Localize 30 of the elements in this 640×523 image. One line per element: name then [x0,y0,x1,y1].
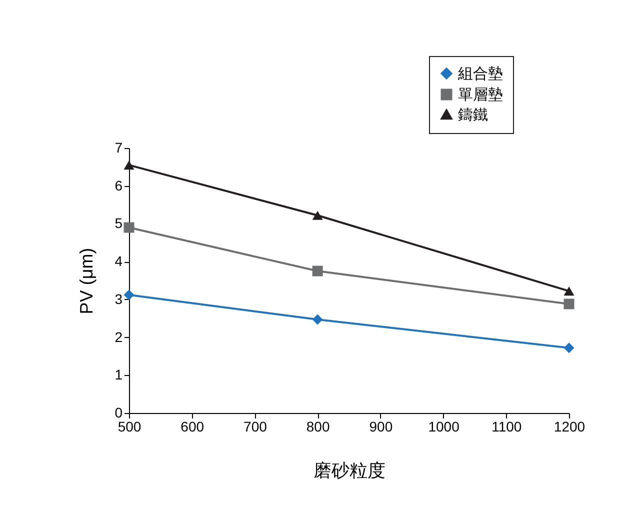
point [124,222,134,233]
x-tick-label: 600 [180,418,204,434]
point [312,210,323,220]
point [124,160,134,170]
y-tick-label: 5 [114,215,123,232]
legend-label: 鑄鐵 [458,106,488,124]
point [564,342,574,354]
y-tick-label: 0 [114,404,123,420]
y-axis-title: PV (μm) [76,248,97,314]
x-tick-label: 1100 [492,418,522,434]
point [564,298,574,310]
legend-label: 單層墊 [458,86,503,104]
x-tick-label: 1200 [554,418,586,434]
x-tick-label: 1000 [428,418,460,434]
x-tick-label: 500 [118,418,142,434]
x-tick-label: 800 [306,418,330,434]
point [124,290,134,300]
point [564,286,574,296]
x-axis-title: 磨砂粒度 [314,460,386,480]
point [312,266,323,276]
y-tick-label: 6 [114,177,123,194]
y-tick-label: 1 [114,366,123,383]
y-tick-label: 3 [114,290,123,307]
point [312,314,323,325]
y-tick-label: 7 [114,140,123,156]
legend-label: 組合墊 [457,66,503,82]
y-tick-label: 2 [114,328,123,345]
x-tick-label: 900 [369,418,393,434]
x-tick-label: 700 [244,418,268,434]
y-tick-label: 4 [114,253,123,270]
